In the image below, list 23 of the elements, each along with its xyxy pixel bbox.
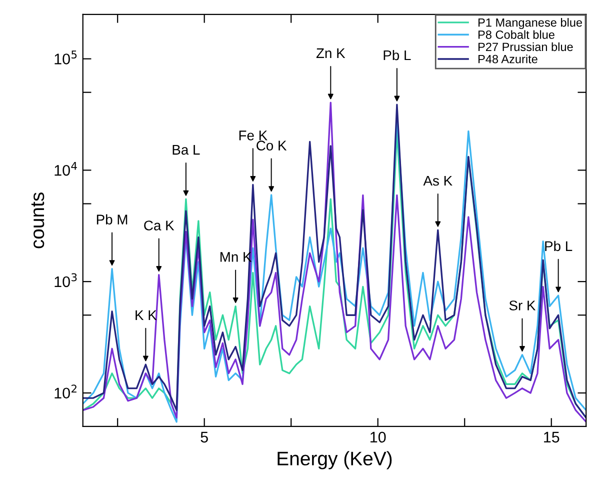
annotation: As K [423,176,452,186]
y-tick-label: 10$^{4}$ [54,162,77,176]
annotation: Sr K [509,300,536,310]
legend-label: P1 Manganese blue [478,18,582,30]
annotation: Pb L [545,240,572,252]
legend-label: P27 Prussian blue [478,42,573,52]
y-axis-title: counts [31,192,44,248]
annotation: Ba L [172,145,200,155]
y-tick-label: 10$^{2}$ [54,384,76,399]
x-axis-title: Energy (KeV) [278,451,392,470]
legend-label: P8 Cobalt blue [478,30,554,39]
x-tick-label: 5 [200,432,208,443]
x-tick-label: 15 [544,432,560,443]
annotation: Pb L [384,50,411,60]
annotation: Co K [256,140,287,150]
x-tick-label: 10 [370,432,386,443]
annotation: Fe K [239,130,268,140]
annotation: Ca K [144,220,174,230]
y-tick-label: 10$^{3}$ [54,273,77,288]
y-tick-label: 10$^{5}$ [54,50,77,64]
annotation: Pb M [96,214,128,224]
legend-label: P48 Azurite [478,54,538,64]
annotation: Zn K [316,48,346,58]
